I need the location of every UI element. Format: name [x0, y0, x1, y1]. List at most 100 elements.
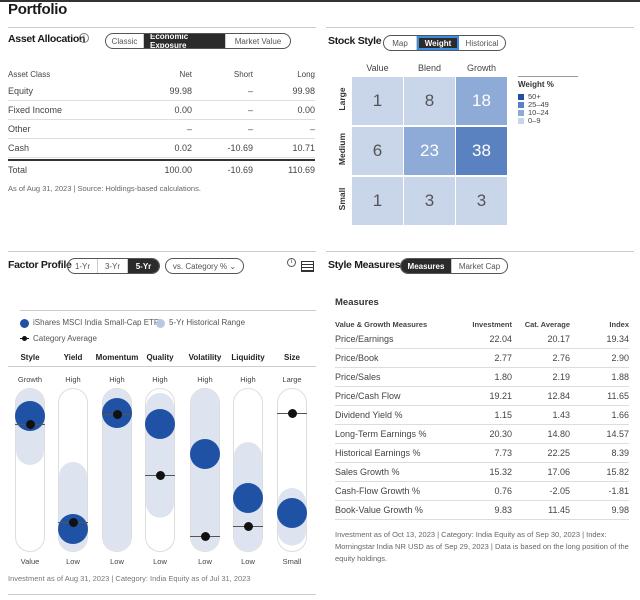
style-measures-footnote: Investment as of Oct 13, 2023 | Category… — [335, 530, 629, 563]
cat-average-value: -2.05 — [549, 486, 570, 496]
style-cell: 3 — [456, 177, 507, 225]
label-value: Other — [8, 124, 31, 134]
factor-track — [15, 388, 45, 552]
column-label: Value — [366, 63, 389, 73]
tab-weight[interactable]: Weight — [417, 36, 459, 50]
measure-name: Sales Growth % — [335, 467, 400, 477]
row-label: Total — [8, 165, 28, 175]
index-value: 9.98 — [611, 505, 629, 515]
legend-swatch — [518, 110, 524, 116]
long-value: 110.69 — [288, 165, 315, 175]
top-border — [0, 0, 640, 2]
measures-table: Value & Growth Measures Investment Cat. … — [335, 316, 629, 526]
measure-name: Price/Sales — [335, 372, 381, 382]
page-title: Portfolio — [8, 1, 67, 18]
factor-bottom-label: Low — [241, 557, 255, 566]
cat-average-value: 1.43 — [552, 410, 570, 420]
info-icon[interactable]: i — [79, 33, 89, 43]
table-view-icon[interactable] — [301, 261, 314, 272]
table-row: Dividend Yield % 1.15 1.43 1.66 — [335, 406, 629, 425]
dropdown-value: vs. Category % — [172, 261, 228, 271]
table-row: Cash-Flow Growth % 0.76 -2.05 -1.81 — [335, 482, 629, 501]
stock-style-tabs: Map Weight Historical — [383, 35, 506, 51]
factor-period-tabs: 1-Yr 3-Yr 5-Yr — [67, 258, 160, 274]
table-row: Price/Book 2.77 2.76 2.90 — [335, 349, 629, 368]
measure-name: Historical Earnings % — [335, 448, 421, 458]
investment-value: 2.77 — [494, 353, 512, 363]
row-label: Medium — [337, 132, 347, 166]
label-value: Cash — [8, 143, 30, 153]
tab-1yr[interactable]: 1-Yr — [68, 259, 98, 273]
factor-bottom-label: Low — [110, 557, 124, 566]
label-value: Equity — [8, 86, 34, 96]
investment-value: 1.80 — [494, 372, 512, 382]
factor-profile-title: Factor Profile — [8, 259, 72, 271]
column-label: Blend — [417, 63, 442, 73]
short-value: -10.69 — [227, 165, 253, 175]
tab-market-value[interactable]: Market Value — [234, 36, 282, 46]
factor-track — [145, 388, 175, 552]
measure-name: Book-Value Growth % — [335, 505, 423, 515]
measure-name: Cash-Flow Growth % — [335, 486, 421, 496]
short-value: – — [247, 124, 253, 134]
divider — [326, 251, 634, 252]
category-average-marker — [244, 521, 253, 531]
investment-value: 20.30 — [489, 429, 512, 439]
tab-3yr[interactable]: 3-Yr — [98, 259, 128, 273]
measure-name: Price/Book — [335, 353, 379, 363]
comparison-dropdown[interactable]: vs. Category % ⌄ — [165, 258, 244, 274]
style-cell: 23 — [404, 127, 455, 175]
net-value: 99.98 — [169, 86, 192, 96]
index-value: 8.39 — [611, 448, 629, 458]
fund-marker — [277, 497, 307, 528]
category-average-marker — [288, 408, 297, 418]
tab-5yr[interactable]: 5-Yr — [128, 259, 159, 273]
col-short: Short — [233, 70, 253, 79]
style-cell: 8 — [404, 77, 455, 125]
style-measures-tabs: Measures Market Cap — [400, 258, 508, 274]
legend-swatch — [518, 118, 524, 124]
cat-average-value: 2.19 — [552, 372, 570, 382]
tab-historical[interactable]: Historical — [465, 38, 499, 48]
fund-marker — [233, 482, 263, 513]
category-legend-dot — [22, 336, 27, 341]
index-value: 15.82 — [606, 467, 629, 477]
investment-value: 22.04 — [489, 334, 512, 344]
style-cell: 38 — [456, 127, 507, 175]
info-icon[interactable]: i — [287, 258, 296, 267]
measure-name: Price/Earnings — [335, 334, 394, 344]
net-value: 0.00 — [174, 105, 192, 115]
cat-average-value: 22.25 — [547, 448, 570, 458]
column-label: Growth — [466, 63, 496, 73]
category-average-marker — [69, 518, 78, 528]
tab-classic[interactable]: Classic — [106, 34, 144, 48]
factor-top-label: High — [197, 375, 213, 384]
short-value: -10.69 — [227, 143, 253, 153]
table-row: Fixed Income 0.00 – 0.00 — [8, 101, 315, 120]
col-investment: Investment — [472, 320, 512, 329]
tab-economic-exposure[interactable]: Economic Exposure — [144, 34, 226, 48]
fund-marker — [190, 438, 220, 469]
table-row-total: Total 100.00 -10.69 110.69 — [8, 159, 315, 178]
table-row: Price/Earnings 22.04 20.17 19.34 — [335, 330, 629, 349]
legend-label: 0–9 — [528, 116, 541, 125]
factor-name: Size — [283, 353, 300, 362]
factor-bottom-label: Low — [66, 557, 80, 566]
index-value: 1.66 — [611, 410, 629, 420]
col-measure: Value & Growth Measures — [335, 320, 428, 329]
factor-name: Style — [20, 353, 40, 362]
investment-value: 19.21 — [489, 391, 512, 401]
factor-track — [58, 388, 88, 552]
factor-top-label: High — [240, 375, 256, 384]
tab-measures[interactable]: Measures — [401, 259, 452, 273]
factor-bottom-label: Small — [282, 557, 302, 566]
fund-legend-label: iShares MSCI India Small-Cap ETF — [33, 318, 159, 327]
cat-average-value: 17.06 — [547, 467, 570, 477]
tab-market-cap[interactable]: Market Cap — [458, 261, 501, 271]
table-row: Sales Growth % 15.32 17.06 15.82 — [335, 463, 629, 482]
tab-map[interactable]: Map — [384, 36, 417, 50]
asset-allocation-title: Asset Allocation — [8, 33, 86, 45]
legend-label: 10–24 — [528, 108, 549, 117]
divider — [326, 27, 634, 28]
asset-allocation-footnote: As of Aug 31, 2023 | Source: Holdings-ba… — [8, 184, 201, 193]
